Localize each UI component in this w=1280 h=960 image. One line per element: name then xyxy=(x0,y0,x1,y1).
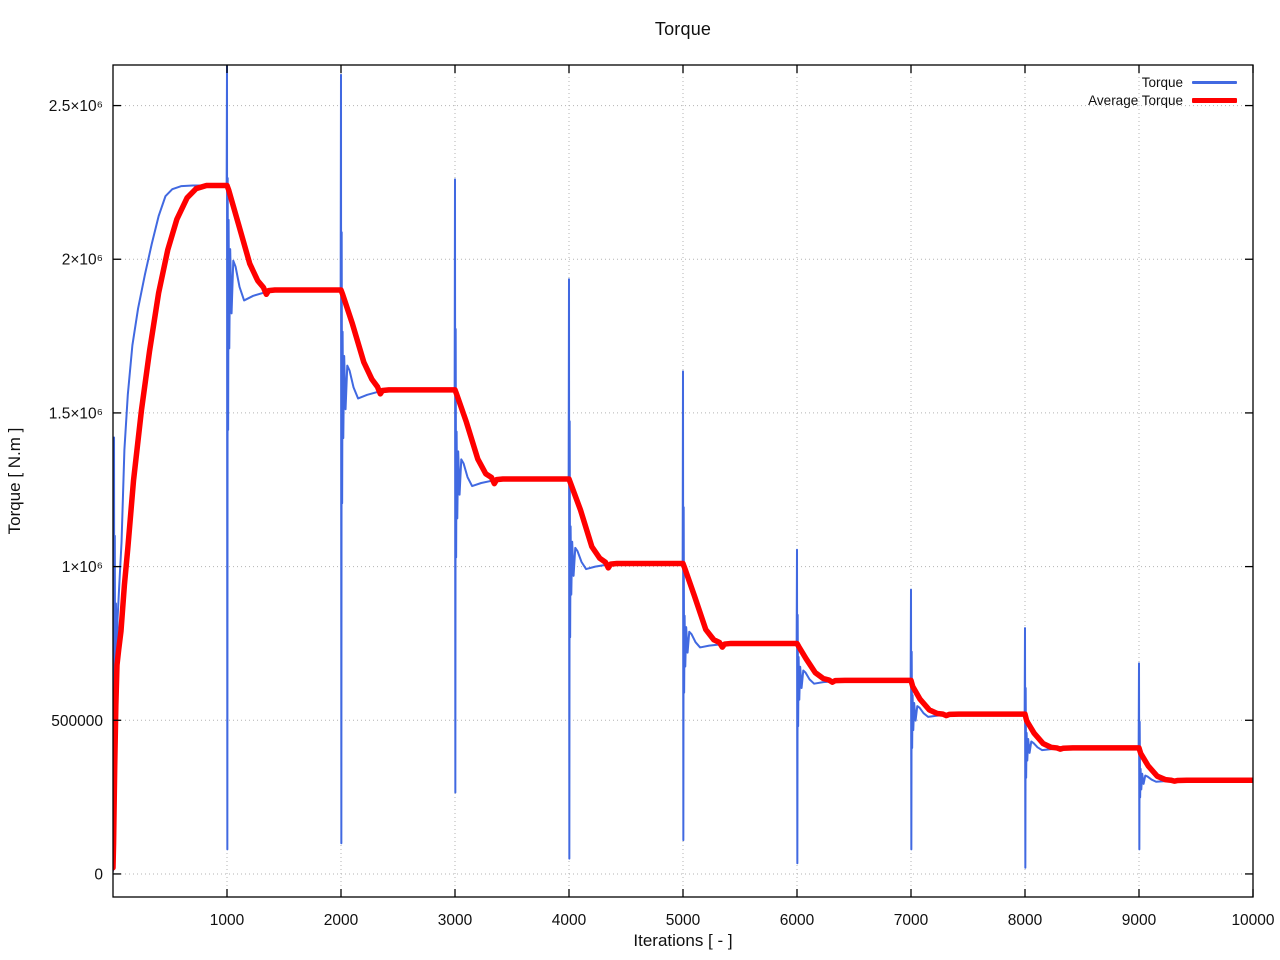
legend-item-average-torque: Average Torque xyxy=(1088,92,1237,109)
legend-line-sample xyxy=(1192,97,1237,104)
y-tick-label: 0 xyxy=(94,866,103,883)
x-tick-label: 8000 xyxy=(1008,912,1043,929)
x-tick-label: 2000 xyxy=(324,912,359,929)
legend-line-sample xyxy=(1192,81,1237,84)
y-tick-label: 1.5×10⁶ xyxy=(49,405,103,422)
x-axis-title: Iterations [ - ] xyxy=(633,931,733,950)
x-tick-label: 5000 xyxy=(666,912,701,929)
x-tick-label: 1000 xyxy=(210,912,245,929)
series-line-torque xyxy=(113,65,1253,872)
legend: Torque Average Torque xyxy=(1088,74,1237,109)
x-tick-label: 6000 xyxy=(780,912,815,929)
y-tick-label: 1×10⁶ xyxy=(62,559,103,576)
legend-label: Torque xyxy=(1141,75,1183,90)
legend-label: Average Torque xyxy=(1088,93,1183,108)
series-line-average-torque xyxy=(113,182,1253,871)
legend-item-torque: Torque xyxy=(1088,74,1237,91)
y-tick-label: 2.5×10⁶ xyxy=(49,98,103,115)
y-tick-label: 2×10⁶ xyxy=(62,252,103,269)
x-tick-label: 10000 xyxy=(1231,912,1274,929)
x-tick-label: 9000 xyxy=(1122,912,1157,929)
chart-title: Torque xyxy=(654,19,712,39)
x-tick-label: 3000 xyxy=(438,912,473,929)
x-tick-label: 7000 xyxy=(894,912,929,929)
x-tick-label: 4000 xyxy=(552,912,587,929)
y-axis-title: Torque [ N.m ] xyxy=(5,427,24,535)
y-tick-label: 500000 xyxy=(51,713,103,730)
